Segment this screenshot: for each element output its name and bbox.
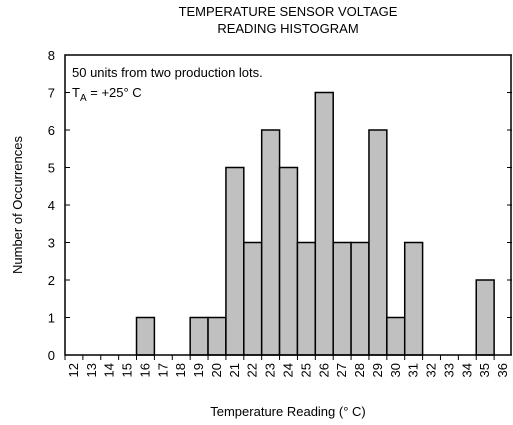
x-tick-label: 18 [173, 363, 188, 377]
bar [386, 316, 406, 356]
annotation: 50 units from two production lots. [72, 65, 263, 80]
bar [135, 316, 156, 356]
bar [314, 91, 334, 356]
bar [189, 316, 209, 356]
annotation-part: T [72, 85, 80, 100]
y-tick-label: 5 [48, 161, 55, 176]
x-tick-label: 15 [120, 363, 135, 377]
y-tick-label: 7 [48, 86, 55, 101]
chart-title: READING HISTOGRAM [217, 21, 358, 36]
bar [243, 241, 263, 356]
x-tick-label: 20 [209, 363, 224, 377]
x-tick-label: 12 [66, 363, 81, 377]
y-tick-label: 8 [48, 48, 55, 63]
y-tick-label: 6 [48, 123, 55, 138]
bar [207, 316, 227, 356]
annotation-part: = +25° C [87, 85, 142, 100]
y-tick-label: 1 [48, 311, 55, 326]
x-tick-label: 34 [459, 363, 474, 377]
x-tick-label: 28 [352, 363, 367, 377]
x-tick-label: 27 [334, 363, 349, 377]
x-tick-label: 35 [477, 363, 492, 377]
x-tick-label: 25 [298, 363, 313, 377]
x-tick-label: 14 [102, 363, 117, 377]
bar [225, 166, 245, 356]
x-tick-label: 22 [245, 363, 260, 377]
bar [368, 129, 388, 356]
bar [403, 241, 424, 356]
bar [475, 279, 495, 356]
x-tick-label: 32 [424, 363, 439, 377]
y-tick-label: 3 [48, 236, 55, 251]
annotation-sub: A [80, 93, 87, 104]
bar [278, 166, 299, 356]
x-tick-label: 31 [406, 363, 421, 377]
x-tick-label: 13 [84, 363, 99, 377]
y-tick-label: 2 [48, 273, 55, 288]
x-tick-label: 19 [191, 363, 206, 377]
bar [260, 129, 281, 356]
bar [296, 241, 317, 356]
x-tick-label: 23 [263, 363, 278, 377]
x-tick-label: 30 [388, 363, 403, 377]
x-tick-label: 24 [281, 363, 296, 377]
annotation: TA = +25° C [72, 85, 142, 104]
plot-frame [64, 54, 512, 356]
x-tick-label: 33 [441, 363, 456, 377]
x-tick-label: 26 [316, 363, 331, 377]
bar [350, 241, 370, 356]
y-axis-label: Number of Occurrences [10, 136, 25, 274]
x-axis-label: Temperature Reading (° C) [210, 404, 366, 419]
chart-title: TEMPERATURE SENSOR VOLTAGE [179, 4, 398, 19]
y-tick-label: 4 [48, 198, 55, 213]
bar [332, 241, 352, 356]
x-tick-label: 21 [227, 363, 242, 377]
x-tick-label: 29 [370, 363, 385, 377]
x-tick-label: 36 [495, 363, 510, 377]
x-tick-label: 16 [137, 363, 152, 377]
y-tick-label: 0 [48, 348, 55, 363]
x-tick-label: 17 [155, 363, 170, 377]
